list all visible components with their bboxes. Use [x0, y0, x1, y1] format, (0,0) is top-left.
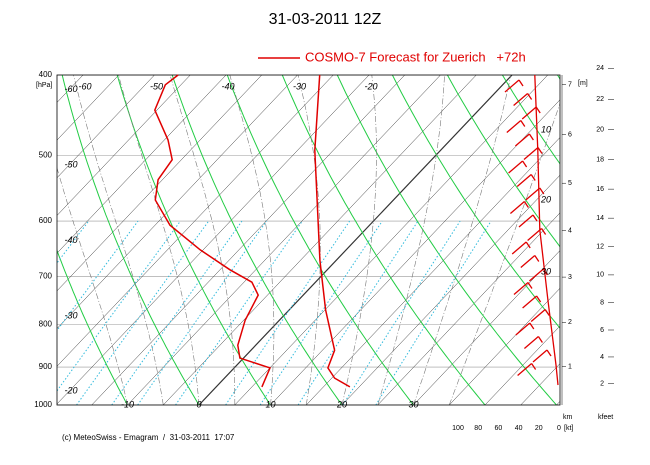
- bottom-temp-label: -10: [121, 399, 134, 409]
- km-tick-label: 6: [568, 131, 572, 138]
- speed-scale-label: 20: [540, 194, 551, 204]
- kfeet-tick-label: 12: [596, 244, 604, 251]
- speed-tick-label: 0: [557, 425, 561, 432]
- kfeet-tick-label: 18: [596, 157, 604, 164]
- y-tick-label: 700: [39, 272, 53, 281]
- kfeet-tick-label: 10: [596, 272, 604, 279]
- height-label: [m]: [578, 80, 588, 87]
- km-tick-label: 2: [568, 319, 572, 326]
- bottom-temp-label: 20: [336, 399, 347, 409]
- speed-scale-label: 10: [541, 124, 551, 134]
- top-temp-label: -50: [150, 81, 163, 91]
- y-axis-label: [hPa]: [36, 82, 52, 89]
- bottom-temp-label: 30: [408, 399, 418, 409]
- km-label: km: [563, 414, 573, 421]
- speed-label: [kt]: [564, 425, 573, 432]
- top-temp-label: -20: [364, 81, 377, 91]
- speed-tick-label: 60: [495, 425, 503, 432]
- bottom-temp-label: 0: [196, 399, 201, 409]
- speed-scale-label: 30: [541, 266, 551, 276]
- speed-tick-label: 20: [535, 425, 543, 432]
- kfeet-label: kfeet: [598, 414, 613, 421]
- y-tick-label: 1000: [34, 400, 52, 409]
- kfeet-tick-label: 14: [596, 215, 604, 222]
- kfeet-tick-label: 8: [600, 299, 604, 306]
- left-temp-label: -40: [64, 235, 77, 245]
- chart-title: 31-03-2011 12Z: [269, 11, 382, 28]
- speed-tick-label: 40: [515, 425, 523, 432]
- kfeet-tick-label: 24: [596, 65, 604, 72]
- km-tick-label: 5: [568, 180, 572, 187]
- kfeet-tick-label: 22: [596, 96, 604, 103]
- left-temp-label: -50: [64, 160, 77, 170]
- y-tick-label: 400: [39, 70, 53, 79]
- km-tick-label: 1: [568, 363, 572, 370]
- y-tick-label: 500: [39, 150, 53, 159]
- top-temp-label: -60: [78, 81, 91, 91]
- y-tick-label: 900: [39, 362, 53, 371]
- km-tick-label: 3: [568, 274, 572, 281]
- top-temp-label: -30: [293, 81, 306, 91]
- kfeet-tick-label: 6: [600, 327, 604, 334]
- legend-label: COSMO-7 Forecast for Zuerich +72h: [305, 49, 526, 64]
- left-temp-label: -30: [64, 310, 77, 320]
- bottom-temp-label: 10: [265, 399, 275, 409]
- kfeet-tick-label: 4: [600, 354, 604, 361]
- footer: (c) MeteoSwiss - Emagram / 31-03-2011 17…: [62, 433, 235, 442]
- left-temp-label: -20: [64, 386, 77, 396]
- kfeet-tick-label: 2: [600, 380, 604, 387]
- top-temp-label: -40: [221, 81, 234, 91]
- km-tick-label: 4: [568, 228, 572, 235]
- kfeet-tick-label: 20: [596, 127, 604, 134]
- y-tick-label: 600: [39, 216, 53, 225]
- km-tick-label: 7: [568, 81, 572, 88]
- speed-tick-label: 100: [452, 425, 464, 432]
- speed-tick-label: 80: [474, 425, 482, 432]
- y-tick-label: 800: [39, 320, 53, 329]
- left-temp-label: -60: [64, 84, 77, 94]
- kfeet-tick-label: 16: [596, 186, 604, 193]
